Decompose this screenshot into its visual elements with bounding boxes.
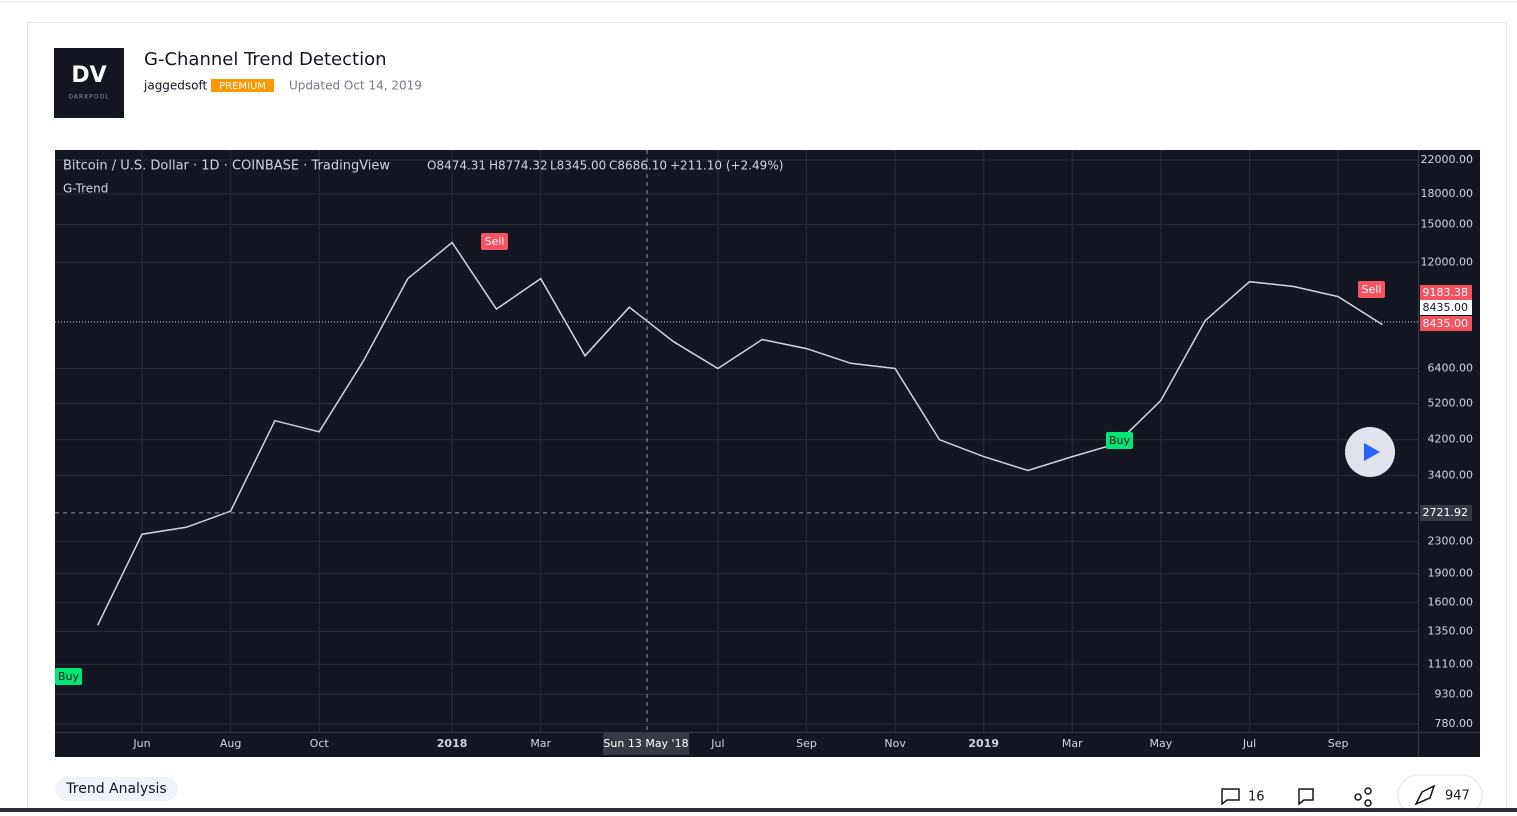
updated: Updated Oct 14, 2019 (289, 79, 422, 93)
y-tick-label: 6400.00 (1428, 362, 1474, 375)
crosshair-y-bg (1420, 504, 1472, 521)
y-tick-label: 18000.00 (1421, 187, 1474, 200)
comment-icon[interactable] (1221, 788, 1240, 806)
price-label-bg (1420, 285, 1472, 300)
logo-text: DARKPOOL (68, 94, 109, 101)
badge: PREMIUM (219, 81, 266, 92)
y-tick-label: 4200.00 (1428, 433, 1474, 446)
signal: Sell (485, 235, 505, 248)
x-tick-label: Nov (884, 737, 906, 750)
badge-bg (211, 79, 274, 92)
y-tick-label: 1350.00 (1428, 624, 1474, 637)
x-tick-label: 2019 (968, 737, 999, 750)
x-tick-label: Mar (1062, 737, 1083, 750)
signal-bg (55, 668, 82, 685)
ohlc-change: +211.10 (+2.49%) (670, 159, 783, 173)
crosshair-y-label: 2721.92 (1423, 506, 1469, 519)
logo[interactable] (54, 48, 124, 118)
chart-bg[interactable] (55, 150, 1480, 757)
signal: Buy (1109, 434, 1131, 447)
price-line (97, 241, 1383, 626)
price-label: 8435.00 (1423, 301, 1469, 314)
ohlc-open: O8474.31 (427, 159, 486, 173)
y-tick-label: 930.00 (1435, 687, 1474, 700)
reply-icon[interactable] (1298, 788, 1314, 806)
indicator-name: G-Trend (63, 182, 108, 196)
signal-bg (481, 233, 508, 250)
y-tick-label: 15000.00 (1421, 218, 1474, 231)
share-icon[interactable] (1354, 787, 1372, 807)
ohlc-high: H8774.32 (489, 159, 548, 173)
x-tick-label: Aug (220, 737, 241, 750)
y-tick-label: 1600.00 (1428, 596, 1474, 609)
x-tick-label: May (1150, 737, 1173, 750)
y-tick-label: 1110.00 (1428, 657, 1474, 670)
signal-bg (1106, 432, 1133, 449)
x-tick-label: Sep (796, 737, 817, 750)
play-icon (1364, 443, 1380, 461)
x-tick-label: 2018 (437, 737, 468, 750)
price-label: 9183.38 (1423, 286, 1469, 299)
x-tick-label: Sep (1328, 737, 1349, 750)
x-tick-label: Oct (310, 737, 330, 750)
ohlc-close: C8686.10 (609, 159, 667, 173)
y-tick-label: 5200.00 (1428, 397, 1474, 410)
author[interactable]: jaggedsoft (143, 79, 208, 93)
x-tick-label: Jul (710, 737, 724, 750)
signal: Buy (58, 670, 80, 683)
boosts: 947 (1445, 789, 1470, 804)
y-tick-label: 780.00 (1435, 717, 1474, 730)
x-tick-label: Mar (530, 737, 551, 750)
y-tick-label: 12000.00 (1421, 255, 1474, 268)
x-tick-label: Jun (132, 737, 150, 750)
price-label: 8435.00 (1423, 317, 1469, 330)
symbol: Bitcoin / U.S. Dollar · 1D · COINBASE · … (63, 159, 390, 174)
price-label-bg (1420, 316, 1472, 331)
crosshair-x-label: Sun 13 May '18 (603, 737, 688, 750)
bottom-bar (0, 808, 1517, 812)
comments: 16 (1248, 790, 1265, 805)
idea-title: G-Channel Trend Detection (144, 49, 387, 70)
y-tick-label: 1900.00 (1428, 567, 1474, 580)
signal-bg (1358, 281, 1385, 298)
x-tick-label: Jul (1242, 737, 1256, 750)
crosshair-x-bg (603, 733, 689, 755)
boost-icon (1414, 784, 1436, 806)
ohlc-low: L8345.00 (550, 159, 606, 173)
y-tick-label: 22000.00 (1421, 153, 1474, 166)
price-label-bg (1420, 300, 1472, 315)
y-tick-label: 3400.00 (1428, 468, 1474, 481)
tag: Trend Analysis (65, 781, 166, 797)
signal: Sell (1362, 283, 1382, 296)
logo-mark: DV (71, 63, 106, 88)
y-tick-label: 2300.00 (1428, 534, 1474, 547)
tag-bg[interactable] (55, 777, 178, 801)
